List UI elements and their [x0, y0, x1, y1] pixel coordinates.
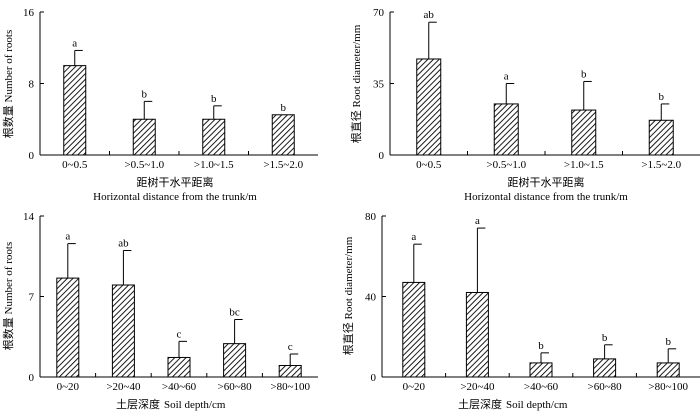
panel-2-xlabel-cn: 距树干水平距离 — [508, 175, 585, 189]
bar — [493, 103, 519, 156]
significance-label: b — [142, 88, 148, 100]
x-tick-label: 0~0.5 — [62, 159, 88, 171]
y-tick-label: 0 — [29, 372, 35, 384]
bar — [571, 109, 597, 156]
significance-label: bc — [229, 307, 240, 319]
x-tick-label: >80~100 — [270, 381, 310, 393]
x-tick-label: >20~40 — [460, 381, 495, 393]
significance-label: b — [602, 332, 608, 344]
bar — [271, 114, 295, 156]
bar — [656, 362, 680, 378]
y-tick-label: 16 — [23, 7, 35, 19]
x-tick-label: >80~100 — [648, 381, 688, 393]
significance-label: a — [475, 215, 480, 227]
panel-3-xlabel: 土层深度 Soil depth/cm — [116, 397, 226, 411]
x-tick-label: >20~40 — [106, 381, 141, 393]
bar — [132, 118, 156, 156]
panel-4-ylabel: 根直径 Root diameter/mm — [341, 236, 355, 355]
y-tick-label: 0 — [371, 372, 377, 384]
panel-4: 根直径 Root diameter/mm 土层深度 Soil depth/cm … — [341, 211, 700, 411]
panel-3-ylabel: 根数量 Number of roots — [1, 242, 15, 350]
bar — [402, 281, 426, 378]
x-tick-label: >1.0~1.5 — [194, 159, 234, 171]
panel-2-xlabel-en: Horizontal distance from the trunk/m — [464, 191, 628, 203]
bar — [56, 277, 80, 378]
x-tick-label: >60~80 — [218, 381, 253, 393]
x-tick-label: 0~20 — [403, 381, 426, 393]
significance-label: a — [65, 231, 70, 243]
significance-label: ab — [118, 238, 129, 250]
significance-label: ab — [424, 9, 435, 21]
y-tick-label: 14 — [23, 211, 35, 223]
panel-4-xlabel-en: Soil depth/cm — [506, 399, 568, 411]
x-tick-label: 0~0.5 — [416, 159, 442, 171]
y-tick-label: 70 — [373, 7, 385, 19]
y-tick-label: 0 — [379, 150, 385, 162]
panel-1-xlabel-en: Horizontal distance from the trunk/m — [93, 191, 257, 203]
significance-label: b — [211, 93, 217, 105]
panel-4-xlabel-cn: 土层深度 — [458, 397, 502, 411]
significance-label: a — [72, 37, 77, 49]
y-tick-label: 0 — [29, 150, 35, 162]
x-tick-label: >1.5~2.0 — [641, 159, 681, 171]
y-tick-label: 8 — [29, 79, 35, 91]
panel-3: 根数量 Number of roots 土层深度 Soil depth/cm 0… — [1, 211, 318, 411]
panel-1-xlabel-cn: 距树干水平距离 — [137, 175, 214, 189]
significance-label: a — [411, 231, 416, 243]
panel-2-ylabel: 根直径 Root diameter/mm — [349, 24, 363, 143]
y-tick-label: 7 — [29, 292, 35, 304]
y-tick-label: 35 — [373, 79, 385, 91]
bar — [167, 356, 191, 378]
bar — [111, 284, 135, 378]
significance-label: b — [281, 102, 287, 114]
significance-label: b — [659, 91, 665, 103]
significance-label: c — [177, 328, 182, 340]
panel-3-xlabel-cn: 土层深度 — [116, 397, 160, 411]
bar — [278, 365, 302, 378]
bar — [416, 58, 442, 156]
x-tick-label: >40~60 — [524, 381, 559, 393]
bar — [63, 65, 87, 156]
x-tick-label: >60~80 — [588, 381, 623, 393]
panel-2: 根直径 Root diameter/mm 距树干水平距离 Horizontal … — [349, 7, 700, 203]
x-tick-label: >40~60 — [162, 381, 197, 393]
x-tick-label: >0.5~1.0 — [486, 159, 526, 171]
bar — [529, 362, 553, 378]
significance-label: a — [504, 71, 509, 83]
panel-3-xlabel-en: Soil depth/cm — [164, 399, 226, 411]
x-tick-label: >1.0~1.5 — [564, 159, 604, 171]
bar — [223, 343, 247, 378]
bar — [648, 119, 674, 156]
y-tick-label: 40 — [365, 292, 377, 304]
bar — [593, 358, 617, 378]
panel-1-ylabel: 根数量 Number of roots — [1, 30, 15, 138]
x-tick-label: >0.5~1.0 — [124, 159, 164, 171]
significance-label: b — [538, 340, 544, 352]
bar — [202, 118, 226, 156]
x-tick-label: >1.5~2.0 — [263, 159, 303, 171]
x-tick-label: 0~20 — [57, 381, 80, 393]
significance-label: c — [288, 341, 293, 353]
significance-label: b — [665, 336, 671, 348]
y-tick-label: 80 — [365, 211, 377, 223]
panel-4-xlabel: 土层深度 Soil depth/cm — [458, 397, 568, 411]
bar — [465, 291, 489, 378]
significance-label: b — [581, 68, 587, 80]
panel-1: 根数量 Number of roots 距树干水平距离 Horizontal d… — [1, 7, 318, 203]
